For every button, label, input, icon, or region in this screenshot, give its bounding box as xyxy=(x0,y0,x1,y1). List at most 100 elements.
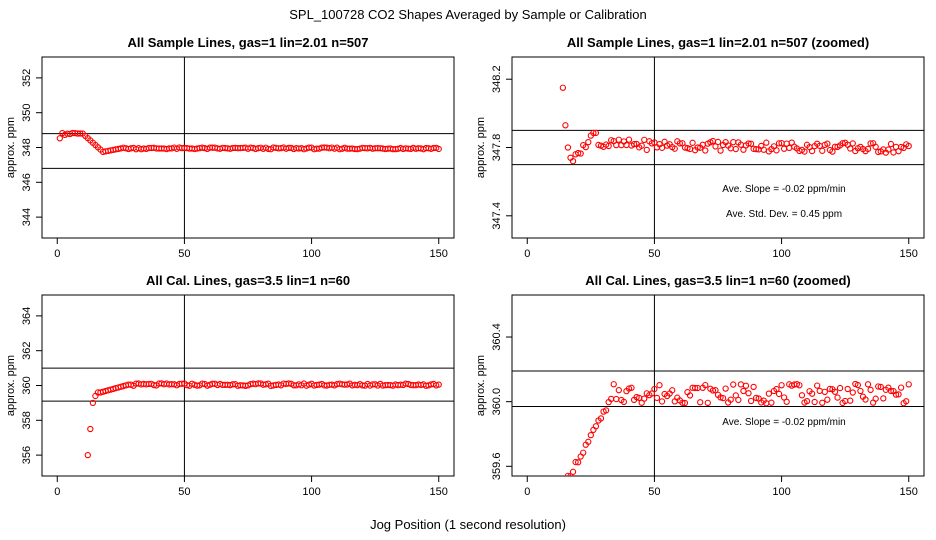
data-point xyxy=(559,84,567,91)
data-point xyxy=(605,142,612,150)
data-point xyxy=(732,145,739,153)
data-points xyxy=(563,380,912,482)
x-tick-label: 150 xyxy=(430,248,448,260)
data-point xyxy=(844,385,851,393)
data-point xyxy=(887,387,895,395)
y-tick-label: 346 xyxy=(21,173,33,191)
data-point xyxy=(702,147,709,154)
plot-frame xyxy=(511,294,925,477)
data-point xyxy=(752,394,760,402)
data-point xyxy=(895,391,902,398)
data-point xyxy=(592,129,600,137)
y-tick-label: 362 xyxy=(21,342,33,360)
data-point xyxy=(730,138,737,146)
x-tick-label: 150 xyxy=(430,486,448,498)
data-point xyxy=(826,385,834,393)
data-point xyxy=(905,381,912,388)
y-tick-label: 348 xyxy=(21,138,33,156)
y-tick-label: 360.4 xyxy=(491,323,503,351)
y-axis-label: approx. ppm xyxy=(475,355,487,416)
y-tick-label: 347.4 xyxy=(491,202,503,230)
data-point xyxy=(824,140,831,147)
data-point xyxy=(569,158,577,165)
data-point xyxy=(737,381,745,388)
data-point xyxy=(676,140,684,147)
y-tick-label: 350 xyxy=(21,104,33,122)
data-point xyxy=(831,388,839,395)
panel-sample-lines: All Sample Lines, gas=1 lin=2.01 n=507 0 5… xyxy=(5,35,455,260)
data-point xyxy=(563,477,568,482)
data-point xyxy=(803,397,811,405)
y-tick-label: 360.0 xyxy=(491,388,503,416)
data-point xyxy=(783,398,790,405)
x-tick-label: 0 xyxy=(524,248,530,260)
data-point xyxy=(819,399,826,406)
y-tick-label: 359.6 xyxy=(491,453,503,481)
data-point xyxy=(722,385,729,392)
data-point xyxy=(740,387,747,395)
data-point xyxy=(745,390,752,397)
annotation: Ave. Slope = -0.02 ppm/min xyxy=(722,184,846,195)
data-point xyxy=(877,383,884,391)
data-point xyxy=(745,140,752,147)
data-point xyxy=(702,381,709,389)
y-tick-label: 360 xyxy=(21,376,33,394)
y-axis-label: approx. ppm xyxy=(5,355,17,416)
data-point xyxy=(199,380,206,387)
x-tick-label: 150 xyxy=(900,486,918,498)
data-point xyxy=(686,392,694,399)
data-point xyxy=(671,145,678,152)
data-point xyxy=(697,399,704,406)
data-point xyxy=(620,398,628,405)
data-point xyxy=(887,140,895,148)
data-point xyxy=(867,140,874,147)
data-point xyxy=(633,393,640,401)
x-tick-label: 50 xyxy=(648,486,660,498)
data-point xyxy=(747,397,755,405)
data-point xyxy=(564,144,572,151)
data-point xyxy=(435,381,442,388)
main-title: SPL_100728 CO2 Shapes Averaged by Sample… xyxy=(289,7,647,22)
y-tick-label: 358 xyxy=(21,411,33,429)
data-point xyxy=(84,451,91,459)
data-point xyxy=(679,399,686,406)
data-point xyxy=(727,396,734,403)
data-point xyxy=(864,145,872,153)
x-tick-label: 100 xyxy=(302,486,320,498)
data-point xyxy=(630,140,638,148)
data-point xyxy=(564,472,572,476)
y-tick-label: 348.2 xyxy=(491,65,503,93)
data-point xyxy=(590,129,597,137)
x-axis-label: Jog Position (1 second resolution) xyxy=(370,517,566,532)
y-tick-label: 344 xyxy=(21,208,33,226)
data-point xyxy=(641,136,648,143)
data-point xyxy=(694,144,701,151)
data-point xyxy=(587,431,594,439)
data-point xyxy=(651,385,658,393)
data-point xyxy=(773,385,780,393)
data-point xyxy=(572,458,579,466)
data-point xyxy=(648,390,656,397)
data-point xyxy=(775,140,783,147)
data-point xyxy=(821,388,828,395)
panel-cal-lines: All Cal. Lines, gas=3.5 lin=1 n=60 0 50 100… xyxy=(5,273,455,498)
y-axis-label: approx. ppm xyxy=(5,117,17,178)
x-tick-label: 0 xyxy=(524,486,530,498)
data-point xyxy=(597,415,605,422)
x-tick-label: 100 xyxy=(772,486,790,498)
data-point xyxy=(890,149,897,156)
data-point xyxy=(905,142,912,150)
data-point xyxy=(641,395,648,402)
y-tick-label: 356 xyxy=(21,446,33,464)
data-point xyxy=(717,394,724,401)
data-point xyxy=(775,390,783,398)
data-point xyxy=(801,148,808,155)
data-point xyxy=(580,449,587,456)
data-point xyxy=(864,381,872,388)
data-point xyxy=(778,382,785,389)
x-tick-label: 50 xyxy=(648,248,660,260)
data-point xyxy=(880,395,887,402)
panel-title: All Sample Lines, gas=1 lin=2.01 n=507 xyxy=(128,35,369,50)
data-point xyxy=(709,387,717,394)
data-point xyxy=(903,398,910,405)
